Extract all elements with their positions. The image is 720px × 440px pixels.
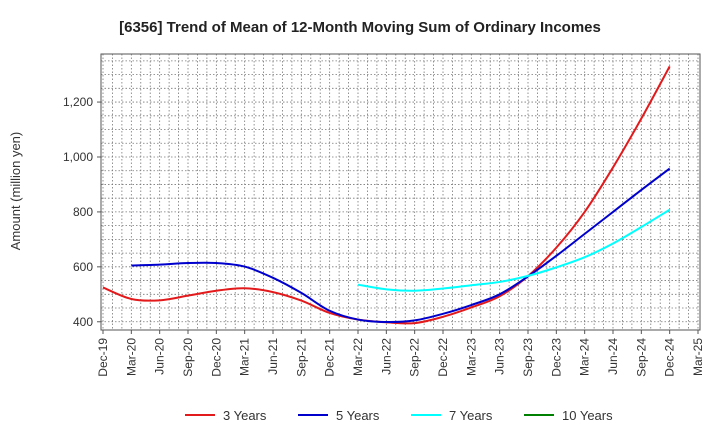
legend-label-5-years: 5 Years (336, 408, 380, 423)
x-tick-label: Dec-24 (663, 338, 677, 377)
y-tick-label: 1,200 (63, 95, 93, 109)
legend-label-7-years: 7 Years (449, 408, 493, 423)
series-lines (102, 65, 671, 325)
y-tick-label: 400 (73, 315, 93, 329)
y-tick-label: 800 (73, 205, 93, 219)
series-line-7-years (357, 208, 671, 292)
grid-lines (101, 54, 700, 330)
chart-title: [6356] Trend of Mean of 12-Month Moving … (119, 19, 601, 36)
x-tick-label: Dec-22 (436, 338, 450, 377)
y-tick-label: 600 (73, 260, 93, 274)
x-tick-label: Sep-21 (294, 338, 308, 377)
x-tick-label: Dec-21 (323, 338, 337, 377)
legend-label-10-years: 10 Years (562, 408, 613, 423)
x-tick-label: Jun-22 (379, 338, 393, 375)
x-tick-label: Mar-25 (691, 338, 705, 376)
x-tick-label: Jun-23 (493, 338, 507, 375)
legend: 3 Years 5 Years 7 Years 10 Years (185, 408, 613, 423)
x-tick-label: Jun-21 (266, 338, 280, 375)
x-tick-label: Mar-20 (124, 338, 138, 376)
x-tick-label: Jun-24 (606, 338, 620, 375)
x-tick-label: Mar-23 (464, 338, 478, 376)
x-tick-label: Mar-21 (238, 338, 252, 376)
x-tick-label: Sep-23 (521, 338, 535, 377)
legend-label-3-years: 3 Years (223, 408, 267, 423)
x-tick-label: Dec-19 (96, 338, 110, 377)
x-tick-label: Sep-20 (181, 338, 195, 377)
x-axis-ticks: Dec-19 Mar-20 Jun-20 Sep-20 Dec-20 Mar-21 Jun-… (96, 330, 705, 377)
y-axis-label: Amount (million yen) (8, 132, 23, 251)
x-tick-label: Sep-22 (408, 338, 422, 377)
series-line-5-years (131, 167, 671, 324)
x-tick-label: Dec-20 (209, 338, 223, 377)
y-axis-ticks: 400 600 800 1,000 1,200 (63, 95, 101, 329)
x-tick-label: Mar-24 (578, 338, 592, 376)
plot-area-frame (100, 53, 701, 331)
x-tick-label: Jun-20 (153, 338, 167, 375)
x-tick-label: Mar-22 (351, 338, 365, 376)
x-tick-label: Dec-23 (549, 338, 563, 377)
y-tick-label: 1,000 (63, 150, 93, 164)
x-tick-label: Sep-24 (634, 338, 648, 377)
